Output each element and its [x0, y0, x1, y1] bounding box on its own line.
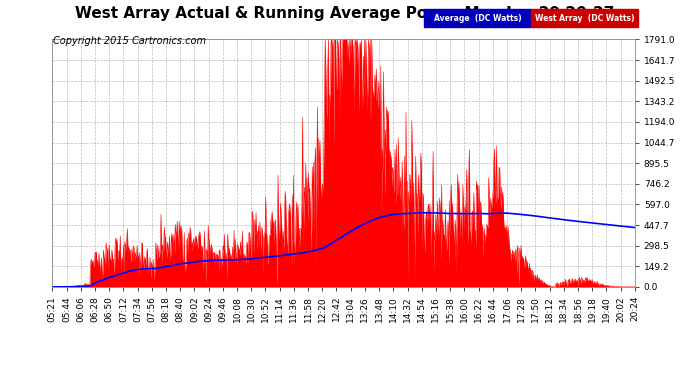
Text: West Array  (DC Watts): West Array (DC Watts)	[535, 14, 635, 23]
Text: Copyright 2015 Cartronics.com: Copyright 2015 Cartronics.com	[53, 36, 206, 46]
Text: Average  (DC Watts): Average (DC Watts)	[434, 14, 522, 23]
Text: West Array Actual & Running Average Power Mon Jun 29 20:27: West Array Actual & Running Average Powe…	[75, 6, 615, 21]
